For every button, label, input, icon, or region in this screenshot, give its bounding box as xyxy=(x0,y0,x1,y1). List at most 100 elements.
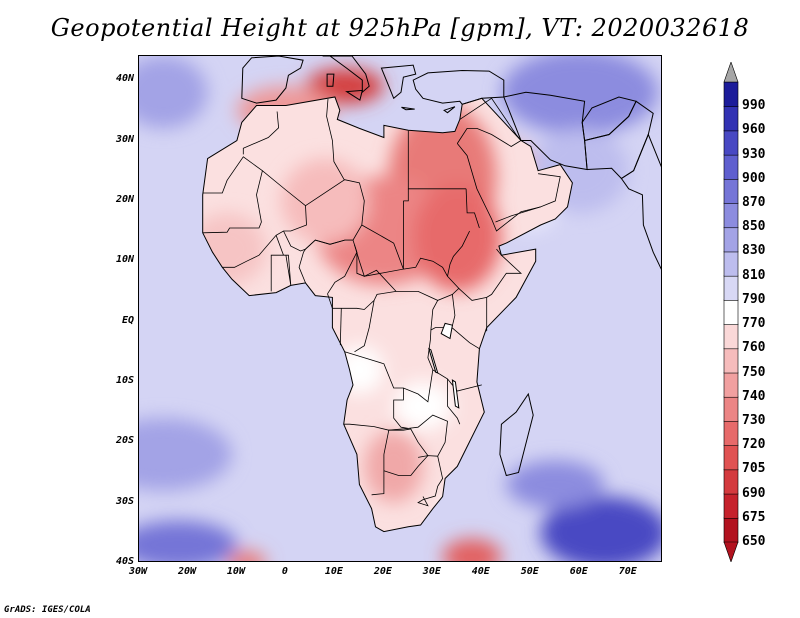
colorbar-swatch xyxy=(723,202,739,229)
map-title: Geopotential Height at 925hPa [gpm], VT:… xyxy=(50,14,750,42)
colorbar-swatch xyxy=(723,469,739,495)
colorbar-swatch xyxy=(723,444,739,471)
latitude-tick-label: 20N xyxy=(115,193,134,205)
country-border xyxy=(326,98,345,180)
latitude-tick-label: 30S xyxy=(115,495,134,507)
colorbar-min-arrow xyxy=(723,541,739,562)
longitude-tick-label: 20E xyxy=(373,566,392,577)
height-field-blob xyxy=(139,520,237,561)
latitude-tick-label: 10N xyxy=(115,254,134,266)
country-border xyxy=(393,388,409,429)
colorbar-swatch xyxy=(723,517,739,543)
longitude-tick-label: 30W xyxy=(128,566,148,577)
height-field-blob xyxy=(305,68,384,105)
colorbar-level-label: 850 xyxy=(742,219,766,235)
latitude-tick-label: 20S xyxy=(115,435,134,447)
country-border xyxy=(458,248,523,301)
longitude-tick-label: 20W xyxy=(177,566,196,577)
height-field-blob xyxy=(540,496,661,561)
coastline-iberia xyxy=(241,56,304,104)
coastline-italy xyxy=(322,56,370,94)
longitude-tick-label: 0 xyxy=(281,566,288,577)
country-border xyxy=(432,369,482,392)
coastline-cyprus xyxy=(443,106,456,114)
country-border xyxy=(339,308,342,346)
country-border xyxy=(356,230,470,301)
height-field-blob xyxy=(506,460,605,509)
colorbar-swatch xyxy=(723,178,739,204)
border-india xyxy=(620,133,661,270)
longitude-tick-label: 10E xyxy=(324,566,343,577)
country-border xyxy=(403,257,448,277)
coastline-greece xyxy=(380,64,417,100)
height-field-blob xyxy=(139,56,208,129)
coastline-sicily xyxy=(345,89,363,101)
colorbar-swatch xyxy=(723,226,739,253)
latitude-tick-label: 40S xyxy=(115,556,134,567)
colorbar-level-label: 990 xyxy=(742,98,766,114)
colorbar-swatch xyxy=(723,154,739,180)
coastline-madagascar xyxy=(499,392,534,477)
lake-outline xyxy=(451,379,460,409)
border-afghanistan xyxy=(581,96,637,142)
lake-outline xyxy=(428,347,439,374)
colorbar-swatch xyxy=(723,251,739,277)
height-field-blob xyxy=(281,158,370,244)
country-border xyxy=(495,206,541,223)
map-canvas xyxy=(139,56,661,561)
country-border xyxy=(383,428,429,476)
colorbar-level-label: 810 xyxy=(742,267,766,283)
longitude-tick-label: 40E xyxy=(471,566,490,577)
colorbar xyxy=(723,62,739,562)
country-border xyxy=(298,239,358,295)
lake-outline xyxy=(440,322,453,340)
longitude-tick-label: 10W xyxy=(226,566,245,577)
country-border xyxy=(447,378,461,425)
height-field-blob xyxy=(442,538,502,561)
country-border xyxy=(465,188,480,229)
country-border xyxy=(417,456,444,507)
coastline-crete xyxy=(401,106,415,111)
country-border xyxy=(202,156,263,194)
latitude-tick-label: 30N xyxy=(115,133,134,145)
country-border xyxy=(403,188,409,202)
country-border xyxy=(456,97,522,147)
country-border xyxy=(270,235,292,292)
longitude-tick-label: 70E xyxy=(618,566,637,577)
longitude-tick-label: 50E xyxy=(520,566,539,577)
colorbar-swatch xyxy=(723,323,739,350)
country-border xyxy=(371,454,385,496)
height-field-blob xyxy=(139,418,233,491)
colorbar-level-label: 720 xyxy=(742,437,766,453)
colorbar-level-label: 930 xyxy=(742,146,766,162)
colorbar-level-label: 740 xyxy=(742,388,766,404)
colorbar-level-label: 690 xyxy=(742,485,766,501)
colorbar-level-label: 650 xyxy=(742,534,766,549)
height-field-blob xyxy=(501,56,659,135)
height-field-blob xyxy=(227,550,267,561)
colorbar-level-label: 900 xyxy=(742,170,766,186)
colorbar-swatch xyxy=(723,130,739,156)
map-frame xyxy=(138,55,662,562)
colorbar-level-label: 705 xyxy=(742,461,766,477)
colorbar-swatch xyxy=(723,81,739,108)
country-border xyxy=(354,300,375,353)
coastline-sardinia xyxy=(326,73,335,87)
latitude-tick-label: 40N xyxy=(115,73,134,85)
latitude-tick-label: 10S xyxy=(115,374,134,386)
colorbar-level-label: 960 xyxy=(742,122,766,138)
colorbar-level-label: 675 xyxy=(742,509,766,525)
colorbar-swatch xyxy=(723,372,739,398)
height-field-blob xyxy=(393,381,453,431)
country-border xyxy=(343,414,448,458)
colorbar-swatch xyxy=(723,396,739,422)
colorbar-level-label: 830 xyxy=(742,243,766,259)
country-border xyxy=(344,300,439,403)
colorbar-max-arrow xyxy=(723,62,739,83)
height-field-blob xyxy=(364,430,424,503)
colorbar-swatch xyxy=(723,348,739,374)
colorbar-level-label: 760 xyxy=(742,340,766,356)
colorbar-swatch xyxy=(723,275,739,301)
longitude-tick-label: 30E xyxy=(422,566,441,577)
colorbar-level-label: 750 xyxy=(742,364,766,380)
